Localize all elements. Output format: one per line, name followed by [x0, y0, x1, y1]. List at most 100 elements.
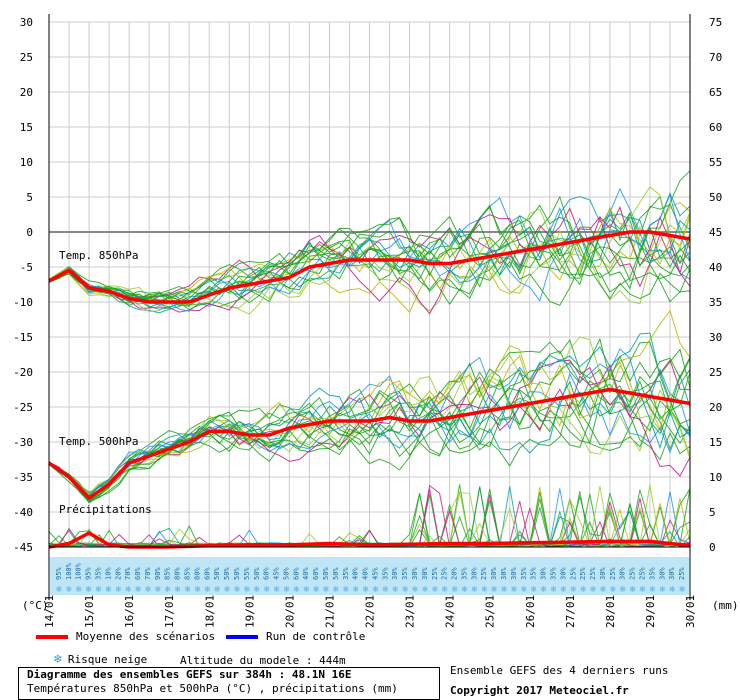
snowflake-icon: ❄: [224, 585, 230, 595]
x-tick-label: 20/01: [283, 595, 296, 628]
snowflake-icon: ❄: [294, 585, 300, 595]
ensemble-member-line: [48, 193, 691, 312]
snow-risk-label: 45%: [371, 567, 379, 580]
snowflake-icon: ❄: [125, 585, 131, 595]
ensemble-member-line: [48, 367, 691, 493]
snow-risk-label: 40%: [362, 567, 370, 580]
snowflake-icon: ❄: [54, 652, 62, 667]
snowflake-icon: ❄: [402, 585, 408, 595]
snowflake-icon: ❄: [610, 585, 616, 595]
ensemble-member-line: [48, 380, 691, 500]
ensemble-member-line: [48, 341, 691, 504]
right-tick-label: 25: [709, 366, 722, 379]
snowflake-icon: ❄: [630, 585, 636, 595]
snow-risk-label: 30%: [619, 567, 627, 580]
x-tick-label: 30/01: [684, 595, 697, 628]
footer-subtitle: Températures 850hPa et 500hPa (°C) , pré…: [27, 682, 398, 695]
snow-risk-label: 50%: [282, 567, 290, 580]
snowflake-icon: ❄: [214, 585, 220, 595]
legend-snow-label: Risque neige: [67, 653, 148, 666]
snowflake-icon: ❄: [669, 585, 675, 595]
snow-risk-label: 25%: [678, 567, 686, 580]
snow-risk-label: 35%: [342, 567, 350, 580]
snowflake-icon: ❄: [254, 585, 260, 595]
ensemble-member-line: [48, 205, 691, 315]
snowflake-icon: ❄: [185, 585, 191, 595]
snow-risk-label: 50%: [332, 567, 340, 580]
x-tick-label: 26/01: [524, 595, 537, 628]
snowflake-icon: ❄: [313, 585, 319, 595]
left-tick-label: -35: [13, 471, 33, 484]
snowflake-icon: ❄: [244, 585, 250, 595]
x-tick-label: 29/01: [644, 595, 657, 628]
legend-control-label: Run de contrôle: [266, 630, 366, 643]
snowflake-icon: ❄: [679, 585, 685, 595]
snow-risk-label: 80%: [193, 567, 201, 580]
snowflake-icon: ❄: [76, 585, 82, 595]
snowflake-icon: ❄: [640, 585, 646, 595]
snowflake-icon: ❄: [116, 585, 122, 595]
snowflake-icon: ❄: [304, 585, 310, 595]
snowflake-icon: ❄: [660, 585, 666, 595]
right-tick-label: 65: [709, 86, 722, 99]
label-t500: Temp. 500hPa: [59, 435, 138, 448]
x-tick-label: 15/01: [83, 595, 96, 628]
right-axis-unit: (mm): [712, 599, 739, 612]
snow-risk-label: 35%: [401, 567, 409, 580]
snowflake-icon: ❄: [422, 585, 428, 595]
snowflake-icon: ❄: [462, 585, 468, 595]
snow-risk-label: 25%: [638, 567, 646, 580]
snow-risk-label: 30%: [470, 567, 478, 580]
x-tick-label: 24/01: [444, 595, 457, 628]
snowflake-icon: ❄: [234, 585, 240, 595]
snow-risk-label: 10%: [104, 567, 112, 580]
left-tick-label: -30: [13, 436, 33, 449]
snow-risk-label: 50%: [213, 567, 221, 580]
snow-risk-label: 60%: [312, 567, 320, 580]
snow-risk-label: 50%: [233, 567, 241, 580]
left-axis-unit: (°C): [22, 599, 49, 612]
left-tick-label: 0: [26, 226, 33, 239]
snowflake-icon: ❄: [363, 585, 369, 595]
copyright: Copyright 2017 Meteociel.fr: [450, 684, 629, 697]
snow-risk-label: 30%: [421, 567, 429, 580]
altitude-note: Altitude du modele : 444m: [180, 654, 346, 667]
snow-risk-label: 25%: [609, 567, 617, 580]
legend-control: Run de contrôle: [226, 630, 365, 643]
left-tick-label: 25: [20, 51, 33, 64]
snow-risk-label: 35%: [520, 567, 528, 580]
snowflake-icon: ❄: [353, 585, 359, 595]
snow-risk-label: 50%: [253, 567, 261, 580]
snowflake-icon: ❄: [323, 585, 329, 595]
snow-risk-label: 45%: [273, 567, 281, 580]
snow-risk-label: 30%: [510, 567, 518, 580]
left-tick-label: 10: [20, 156, 33, 169]
left-tick-label: 5: [26, 191, 33, 204]
left-tick-label: -10: [13, 296, 33, 309]
left-tick-label: -25: [13, 401, 33, 414]
right-tick-label: 15: [709, 436, 722, 449]
snow-risk-label: 35%: [381, 567, 389, 580]
snowflake-icon: ❄: [343, 585, 349, 595]
snowflake-icon: ❄: [531, 585, 537, 595]
footer-box: Diagramme des ensembles GEFS sur 384h : …: [18, 667, 440, 700]
snowflake-icon: ❄: [175, 585, 181, 595]
snow-risk-label: 25%: [480, 567, 488, 580]
snowflake-icon: ❄: [551, 585, 557, 595]
snow-risk-label: 95%: [85, 567, 93, 580]
snow-risk-label: 25%: [589, 567, 597, 580]
snow-risk-label: 50%: [322, 567, 330, 580]
precip-member-line: [48, 488, 691, 548]
left-tick-label: 20: [20, 86, 33, 99]
x-tick-label: 19/01: [243, 595, 256, 628]
snow-risk-label: 25%: [431, 567, 439, 580]
x-tick-label: 16/01: [123, 595, 136, 628]
ensemble-note: Ensemble GEFS des 4 derniers runs: [450, 664, 669, 677]
snowflake-icon: ❄: [561, 585, 567, 595]
snowflake-icon: ❄: [96, 585, 102, 595]
snowflake-icon: ❄: [580, 585, 586, 595]
right-tick-label: 55: [709, 156, 722, 169]
snowflake-icon: ❄: [393, 585, 399, 595]
left-tick-label: 30: [20, 16, 33, 29]
